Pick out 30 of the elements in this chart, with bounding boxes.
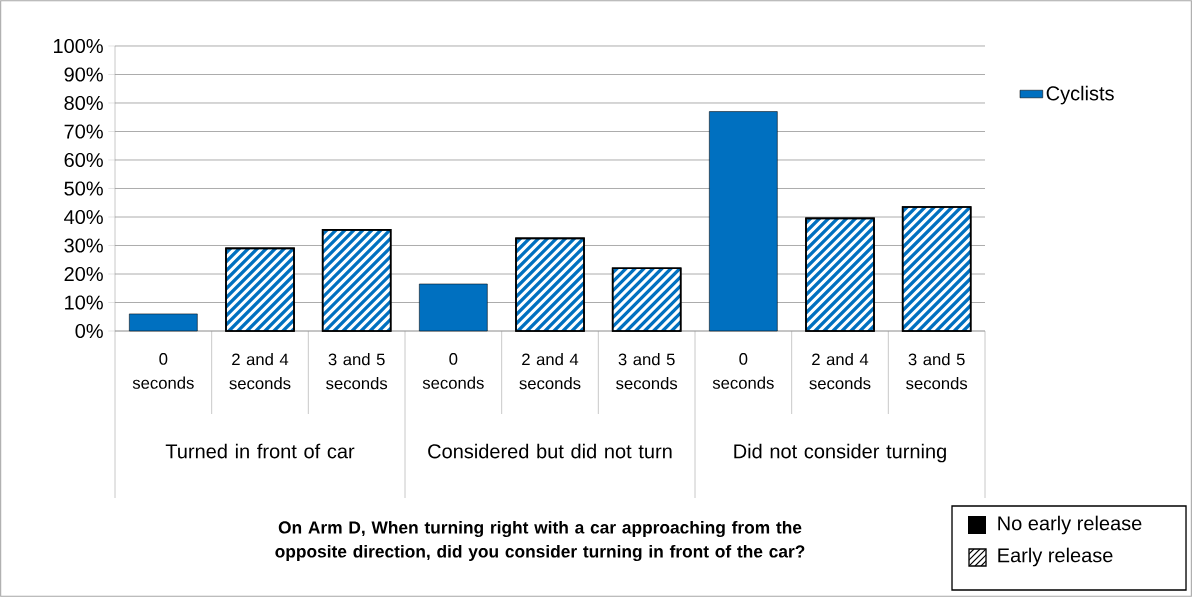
x-tick-label: 0 seconds [132, 353, 194, 389]
x-tick-label: 2 and 4 seconds [519, 353, 581, 390]
x-tick-label: 0 seconds [712, 353, 774, 389]
text: On Arm D, When turning right with a car approaching from the opposite direction, did you consider turning in front of the car? [275, 520, 805, 562]
legend-label: Cyclists [1046, 85, 1114, 105]
bar [129, 313, 198, 332]
y-tick-label: 50% [64, 181, 103, 196]
y-tick-label: 20% [64, 266, 103, 282]
y-tick-label: 0% [75, 323, 103, 339]
y-tick-label: 10% [65, 295, 103, 310]
x-tick-label: 0 seconds [422, 353, 484, 389]
y-tick-label: 30% [64, 238, 103, 253]
x-tick-label: 3 and 5 seconds [906, 353, 968, 390]
text: Early release [998, 547, 1113, 567]
x-tick-label: 3 and 5 seconds [616, 353, 678, 390]
y-tick-label: 80% [64, 95, 103, 111]
text: No early release [998, 515, 1142, 535]
x-tick-label: 2 and 4 seconds [809, 353, 871, 390]
y-tick-label: 100% [54, 38, 103, 54]
text: Turned in front of car [165, 443, 355, 459]
x-tick-label: 3 and 5 seconds [326, 353, 388, 390]
x-tick-label: 2 and 4 seconds [229, 353, 291, 390]
y-tick-label: 40% [64, 209, 103, 225]
y-tick-label: 90% [64, 67, 103, 82]
y-tick-label: 60% [64, 152, 103, 168]
text: Considered but did not turn [428, 443, 672, 459]
y-tick-label: 70% [64, 124, 103, 139]
bar [709, 111, 778, 332]
bar [419, 283, 488, 332]
text: Did not consider turning [734, 443, 946, 463]
